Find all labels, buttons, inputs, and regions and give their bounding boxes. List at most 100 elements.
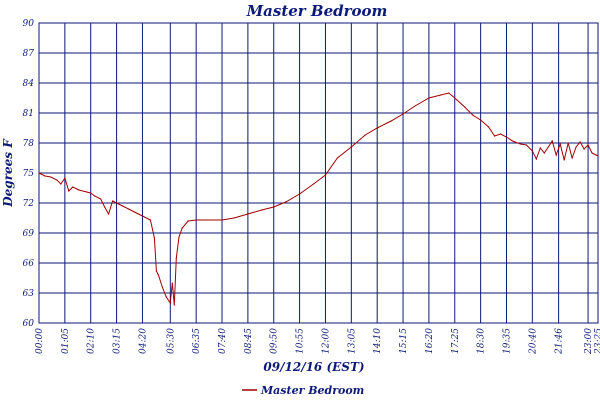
x-tick-label: 09:50 — [270, 328, 280, 354]
x-tick-label: 12:00 — [321, 328, 331, 354]
data-point — [487, 126, 490, 128]
data-point — [115, 202, 118, 204]
data-point — [157, 274, 159, 276]
data-point — [390, 120, 392, 122]
data-point — [559, 143, 561, 145]
data-point — [44, 175, 46, 177]
data-point — [72, 186, 74, 188]
data-point — [575, 146, 577, 148]
data-point — [100, 198, 102, 200]
x-tick-label: 02:10 — [87, 328, 97, 354]
data-point — [161, 286, 163, 288]
data-point — [205, 219, 207, 221]
data-point — [440, 94, 442, 96]
data-point — [597, 155, 599, 157]
y-tick-label: 87 — [23, 49, 35, 59]
data-point — [595, 154, 597, 156]
x-tick-label: 01:05 — [61, 328, 71, 354]
data-point — [285, 201, 287, 203]
legend-label: Master Bedroom — [260, 384, 364, 397]
x-tick-label: 05:30 — [166, 328, 176, 354]
x-tick-label: 19:35 — [502, 328, 512, 354]
y-tick-label: 78 — [23, 139, 35, 149]
x-tick-label: 15:15 — [399, 328, 409, 354]
data-point — [133, 211, 136, 213]
y-tick-label: 81 — [23, 109, 34, 119]
data-point — [149, 219, 152, 221]
x-tick-labels: 00:00 01:05 02:10 03:15 04:20 05:30 06:35 07:40… — [35, 328, 600, 355]
y-tick-label: 60 — [23, 319, 35, 329]
y-tick-label: 84 — [23, 79, 35, 89]
data-point — [221, 219, 223, 221]
data-point — [233, 217, 235, 219]
data-point — [187, 220, 189, 222]
data-point — [563, 159, 565, 161]
x-tick-label: 18:30 — [477, 328, 487, 354]
data-point — [86, 191, 88, 193]
data-point — [90, 192, 92, 194]
data-point — [571, 157, 573, 159]
data-point — [555, 154, 557, 156]
data-point — [567, 142, 569, 144]
data-point — [112, 200, 114, 202]
x-tick-label: 03:15 — [113, 328, 123, 354]
data-point — [169, 302, 171, 304]
data-point — [38, 172, 40, 174]
y-tick-label: 90 — [23, 19, 35, 29]
data-point — [499, 133, 502, 135]
x-tick-label: 10:55 — [296, 328, 306, 354]
data-point — [56, 179, 58, 181]
grid — [38, 22, 599, 324]
data-point — [583, 148, 585, 150]
data-point — [68, 190, 70, 192]
x-tick-label: 16:20 — [425, 328, 435, 354]
x-tick-label: 06:35 — [192, 328, 202, 354]
data-point — [551, 140, 553, 142]
data-point — [165, 296, 167, 298]
data-point — [247, 213, 249, 215]
data-point — [273, 206, 275, 208]
data-point — [480, 119, 482, 121]
data-point — [195, 219, 197, 221]
data-point — [78, 189, 80, 191]
data-point — [336, 157, 338, 159]
data-point — [454, 97, 456, 99]
data-point — [155, 270, 157, 272]
data-point — [531, 150, 533, 152]
data-point — [141, 215, 144, 217]
x-tick-label: 23:00 — [584, 328, 594, 355]
data-point — [591, 152, 593, 154]
data-point — [402, 113, 404, 115]
series-layer — [38, 92, 599, 306]
data-point — [472, 114, 474, 116]
data-point — [127, 208, 130, 210]
x-tick-label: 23:25 — [594, 328, 600, 355]
data-point — [525, 144, 527, 146]
data-point — [493, 135, 496, 137]
x-tick-label: 04:20 — [138, 328, 148, 354]
y-tick-label: 66 — [23, 259, 35, 269]
y-tick-label: 69 — [23, 229, 35, 239]
data-point — [324, 174, 327, 176]
chart-title: Master Bedroom — [246, 2, 388, 20]
y-tick-labels: 60 63 66 69 72 75 78 81 84 87 90 — [23, 19, 35, 329]
data-point — [181, 227, 183, 229]
data-point — [464, 106, 466, 108]
x-tick-label: 17:25 — [451, 328, 461, 354]
x-axis-label: 09/12/16 (EST) — [263, 360, 364, 374]
data-point — [104, 206, 106, 208]
x-tick-label: 08:45 — [244, 328, 254, 354]
data-point — [579, 141, 581, 143]
data-point — [108, 213, 110, 215]
legend: Master Bedroom — [242, 384, 364, 397]
data-point — [64, 177, 66, 179]
y-axis-label: Degrees F — [1, 138, 15, 208]
data-point — [364, 134, 366, 136]
y-tick-label: 63 — [23, 289, 35, 299]
data-point — [121, 205, 124, 207]
data-point — [519, 143, 522, 145]
x-tick-label: 00:00 — [35, 328, 45, 354]
data-point — [511, 140, 514, 142]
